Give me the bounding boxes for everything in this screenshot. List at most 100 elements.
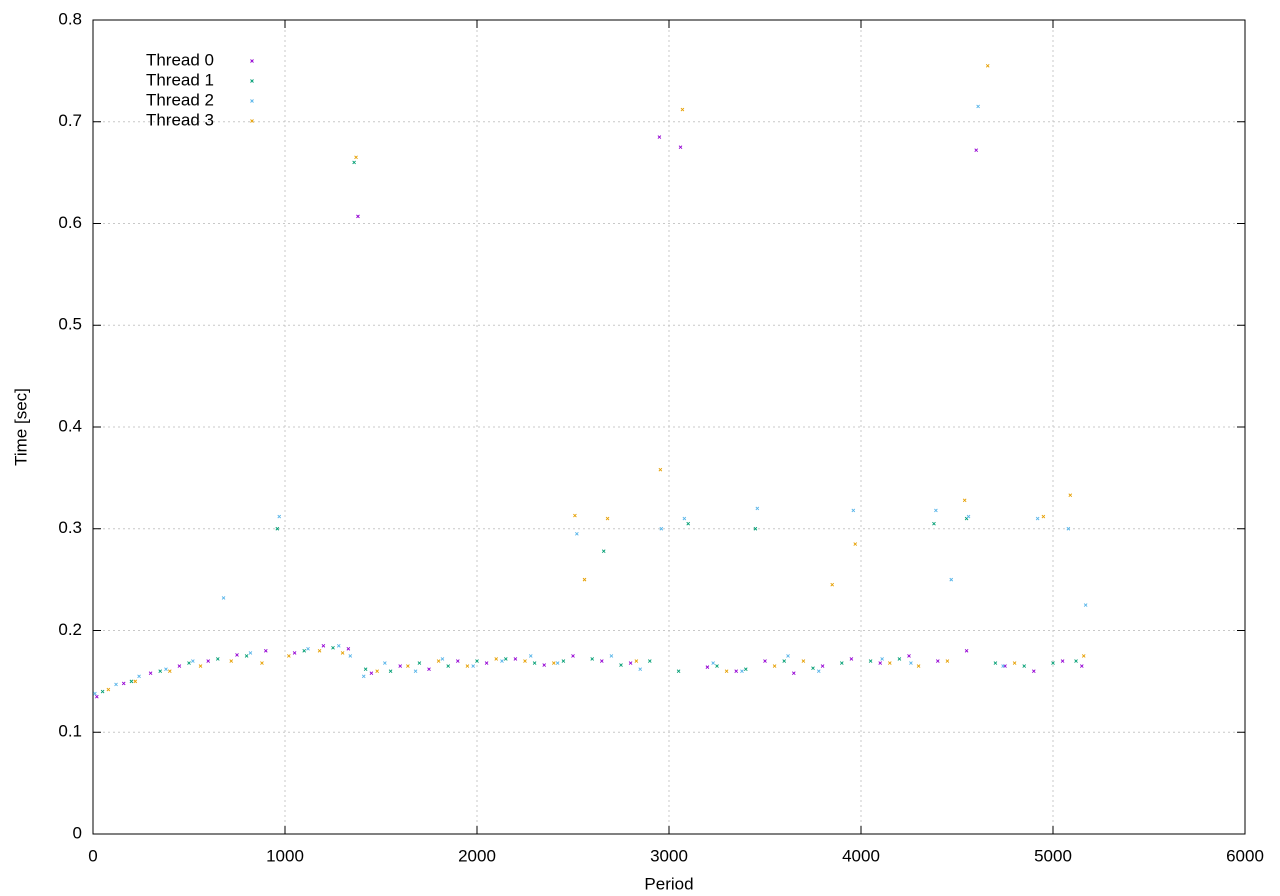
point: [801, 659, 806, 663]
x-tick-label: 2000: [458, 846, 496, 865]
point: [811, 666, 815, 670]
point: [945, 659, 950, 663]
point: [106, 687, 111, 692]
point: [590, 657, 595, 661]
y-tick-label: 0.4: [58, 416, 82, 435]
point: [398, 664, 403, 668]
point: [465, 664, 470, 668]
point: [839, 661, 844, 665]
point: [657, 135, 662, 139]
point: [348, 654, 353, 658]
y-tick-label: 0.6: [58, 213, 82, 232]
point: [229, 659, 234, 663]
point: [475, 659, 479, 663]
point: [455, 659, 460, 663]
point: [158, 669, 163, 674]
point: [375, 669, 379, 674]
point: [755, 506, 760, 511]
point: [446, 664, 451, 668]
x-tick-label: 4000: [842, 846, 880, 865]
point: [369, 671, 374, 676]
point: [658, 467, 663, 472]
point: [786, 654, 790, 658]
point: [93, 691, 97, 696]
point: [221, 596, 226, 600]
point: [573, 513, 577, 518]
point: [363, 667, 368, 671]
point: [1022, 664, 1027, 668]
point: [1060, 659, 1065, 663]
point: [523, 659, 527, 663]
point: [346, 646, 351, 651]
point: [555, 661, 560, 665]
point: [340, 651, 345, 655]
point: [1074, 659, 1078, 663]
point: [715, 664, 719, 668]
y-tick-label: 0.7: [58, 111, 82, 130]
plot-frame: [92, 19, 1246, 835]
point: [513, 657, 518, 661]
point: [868, 659, 873, 663]
point: [909, 661, 913, 665]
point: [849, 657, 854, 661]
y-tick-label: 0: [73, 823, 82, 842]
point: [1068, 493, 1073, 497]
point: [361, 674, 366, 679]
point: [599, 659, 604, 663]
point: [974, 148, 979, 153]
point: [753, 526, 758, 531]
point: [619, 663, 623, 667]
point: [277, 514, 282, 519]
x-tick-label: 1000: [266, 846, 304, 865]
point: [897, 657, 902, 661]
point: [575, 532, 579, 536]
point: [417, 661, 422, 665]
point: [95, 694, 99, 699]
point: [500, 659, 504, 663]
point: [609, 654, 614, 658]
point: [1051, 661, 1055, 665]
y-tick-label: 0.1: [58, 722, 82, 741]
point: [215, 657, 220, 661]
legend-label: Thread 2: [146, 90, 214, 109]
point: [638, 667, 643, 671]
point: [133, 679, 138, 684]
point: [976, 104, 980, 109]
point: [427, 667, 431, 671]
point: [647, 659, 652, 663]
point: [129, 679, 134, 684]
point: [306, 646, 310, 651]
point: [935, 659, 940, 663]
y-tick-label: 0.3: [58, 518, 82, 537]
x-tick-label: 6000: [1226, 846, 1264, 865]
point: [528, 654, 533, 658]
point: [1079, 664, 1084, 668]
point: [248, 651, 253, 655]
point: [263, 649, 268, 653]
point: [164, 667, 168, 671]
point: [436, 659, 441, 663]
point: [740, 669, 744, 674]
point: [317, 649, 322, 653]
x-tick-label: 3000: [650, 846, 688, 865]
point: [816, 669, 821, 674]
point: [100, 689, 105, 694]
point: [634, 659, 639, 663]
point: [711, 661, 715, 665]
point: [440, 657, 445, 661]
point: [601, 549, 606, 553]
point: [121, 681, 126, 686]
point: [1035, 516, 1040, 521]
point: [830, 582, 835, 587]
y-tick-label: 0.8: [58, 9, 82, 28]
point: [167, 669, 172, 674]
point: [1066, 526, 1071, 531]
point: [336, 643, 341, 648]
point: [772, 664, 777, 668]
point: [191, 659, 195, 663]
point: [244, 654, 249, 658]
point: [782, 659, 787, 663]
point: [934, 508, 938, 513]
point: [1012, 661, 1017, 665]
y-axis-label: Time [sec]: [11, 388, 30, 466]
